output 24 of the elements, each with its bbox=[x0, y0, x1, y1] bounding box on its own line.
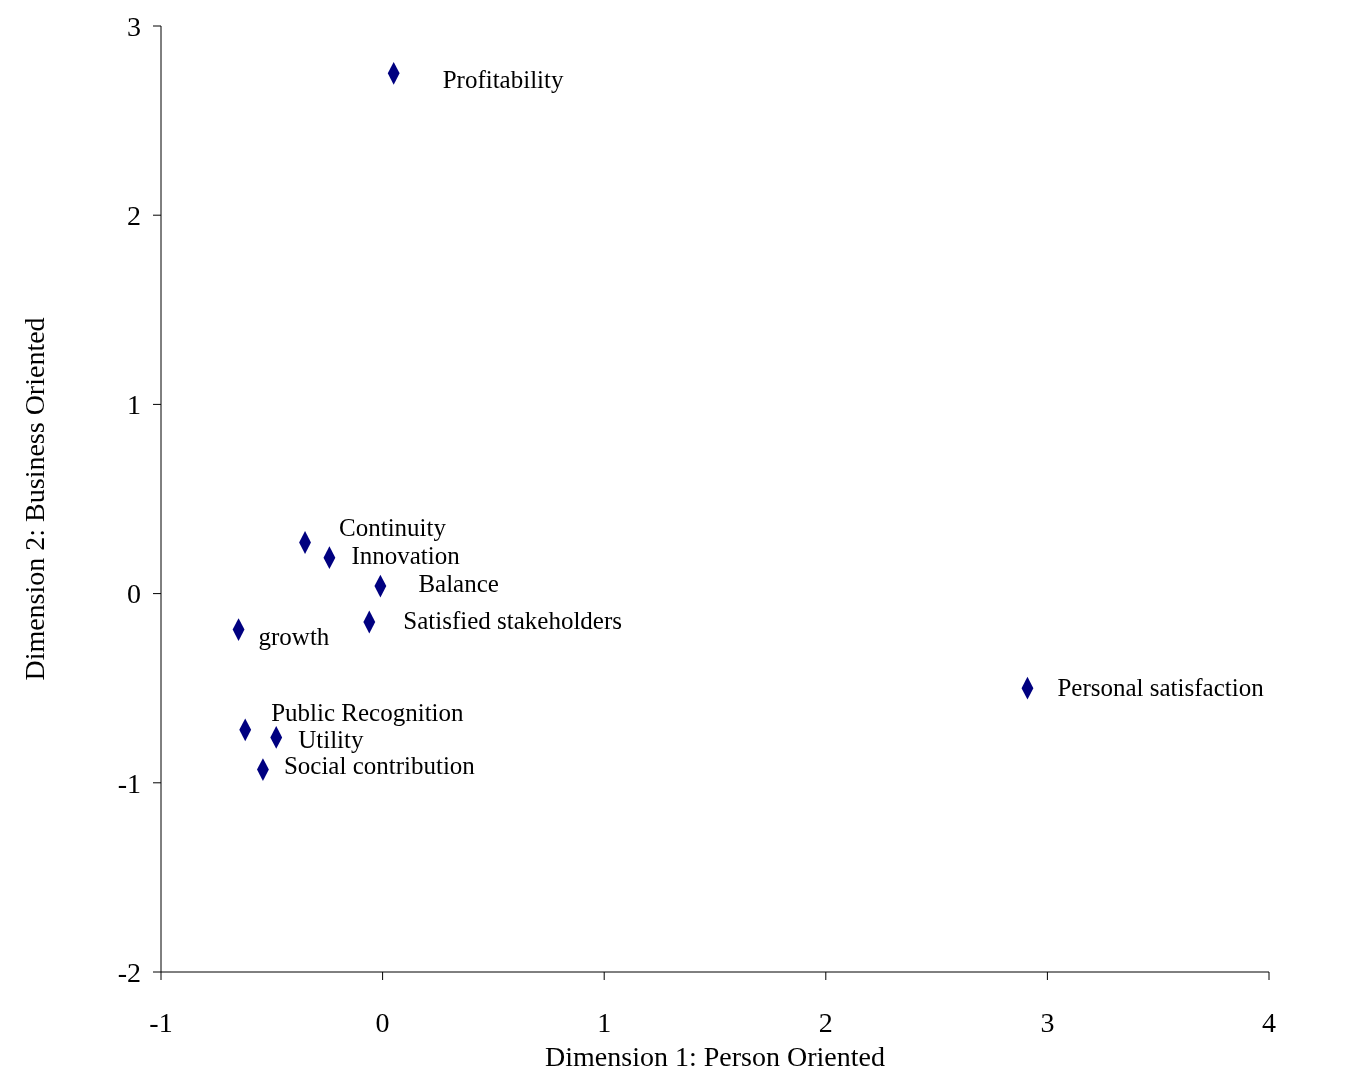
y-tick-label: 1 bbox=[127, 389, 141, 421]
y-tick-label: 0 bbox=[127, 578, 141, 610]
y-axis-title: Dimension 2: Business Oriented bbox=[19, 317, 50, 681]
x-tick-label: 3 bbox=[1040, 1007, 1055, 1038]
annotation: Personal satisfaction bbox=[1057, 673, 1265, 701]
annotation: Utility bbox=[298, 726, 365, 754]
annotation: Continuity bbox=[339, 514, 447, 542]
x-tick-label: 2 bbox=[818, 1007, 833, 1038]
x-tick-label: -1 bbox=[149, 1007, 173, 1038]
x-tick-label: 1 bbox=[597, 1007, 612, 1038]
annotation: Balance bbox=[418, 569, 499, 597]
x-tick-label: 0 bbox=[375, 1007, 390, 1038]
annotation: Profitability bbox=[442, 66, 565, 94]
x-tick-label: 4 bbox=[1262, 1007, 1276, 1038]
annotation: Social contribution bbox=[283, 752, 476, 780]
annotation: growth bbox=[258, 623, 330, 651]
y-tick-label: 2 bbox=[127, 200, 141, 231]
y-tick-label: -1 bbox=[117, 767, 141, 799]
annotation: Innovation bbox=[351, 542, 461, 570]
y-tick-label: -2 bbox=[117, 956, 141, 988]
annotation: Public Recognition bbox=[271, 698, 465, 726]
y-tick-label: 3 bbox=[127, 10, 141, 42]
x-axis-title: Dimension 1: Person Oriented bbox=[545, 1041, 885, 1070]
annotation: Satisfied stakeholders bbox=[403, 606, 623, 634]
